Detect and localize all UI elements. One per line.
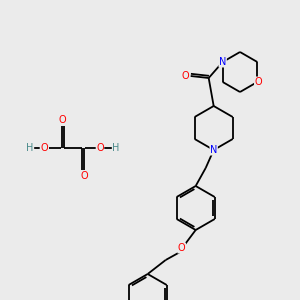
Text: O: O bbox=[96, 143, 104, 153]
Text: O: O bbox=[80, 171, 88, 181]
Text: H: H bbox=[112, 143, 120, 153]
Text: H: H bbox=[26, 143, 34, 153]
Text: O: O bbox=[58, 115, 66, 125]
Text: O: O bbox=[178, 243, 185, 253]
Text: O: O bbox=[254, 77, 262, 87]
Text: N: N bbox=[210, 145, 218, 155]
Text: O: O bbox=[182, 71, 190, 81]
Text: O: O bbox=[40, 143, 48, 153]
Text: N: N bbox=[219, 57, 226, 67]
